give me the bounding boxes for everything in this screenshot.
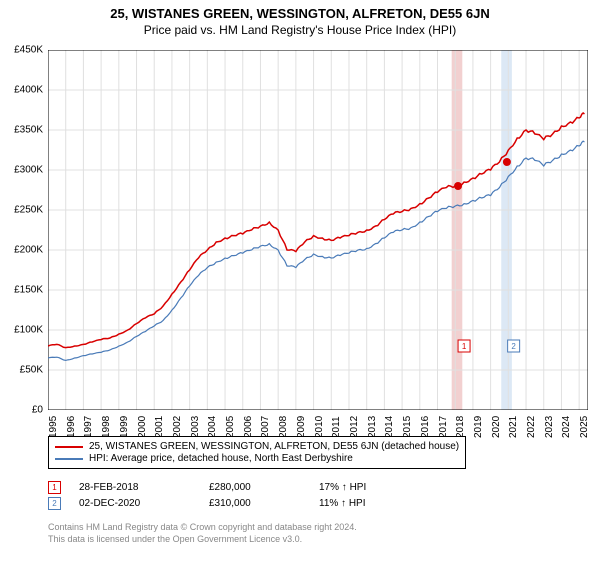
legend-label: HPI: Average price, detached house, Nort… <box>89 453 353 464</box>
x-axis-label: 2003 <box>190 416 201 438</box>
chart-title: 25, WISTANES GREEN, WESSINGTON, ALFRETON… <box>0 6 600 21</box>
x-axis-label: 2015 <box>402 416 413 438</box>
marker-pct: 17% ↑ HPI <box>319 482 366 493</box>
chart-subtitle: Price paid vs. HM Land Registry's House … <box>0 23 600 37</box>
y-axis-label: £150K <box>14 285 43 296</box>
chart-plot-area: 12 £0£50K£100K£150K£200K£250K£300K£350K£… <box>48 50 588 410</box>
x-axis-label: 2012 <box>349 416 360 438</box>
y-axis-label: £50K <box>20 365 43 376</box>
marker-row: 2 02-DEC-2020£310,00011% ↑ HPI <box>48 497 366 510</box>
legend-label: 25, WISTANES GREEN, WESSINGTON, ALFRETON… <box>89 441 459 452</box>
legend-swatch <box>55 458 83 460</box>
x-axis-label: 1998 <box>101 416 112 438</box>
marker-row: 1 28-FEB-2018£280,00017% ↑ HPI <box>48 481 366 494</box>
x-axis-label: 2010 <box>314 416 325 438</box>
x-axis-label: 2000 <box>137 416 148 438</box>
x-axis-label: 1999 <box>119 416 130 438</box>
x-axis-label: 1995 <box>48 416 59 438</box>
y-axis-label: £300K <box>14 165 43 176</box>
marker-price: £310,000 <box>209 498 319 509</box>
x-axis-label: 2007 <box>260 416 271 438</box>
footer-line1: Contains HM Land Registry data © Crown c… <box>48 522 357 534</box>
marker-number-box: 2 <box>48 497 61 510</box>
y-axis-label: £200K <box>14 245 43 256</box>
x-axis-label: 1997 <box>83 416 94 438</box>
x-axis-label: 2020 <box>491 416 502 438</box>
x-axis-label: 1996 <box>66 416 77 438</box>
marker-number-box: 1 <box>48 481 61 494</box>
y-axis-label: £0 <box>32 405 43 416</box>
x-axis-label: 2018 <box>455 416 466 438</box>
x-axis-label: 2024 <box>561 416 572 438</box>
x-axis-label: 2004 <box>207 416 218 438</box>
x-axis-label: 2025 <box>579 416 590 438</box>
svg-text:2: 2 <box>511 342 516 351</box>
x-axis-label: 2001 <box>154 416 165 438</box>
y-axis-label: £400K <box>14 85 43 96</box>
x-axis-label: 2006 <box>243 416 254 438</box>
legend-item: 25, WISTANES GREEN, WESSINGTON, ALFRETON… <box>55 441 459 452</box>
y-axis-label: £100K <box>14 325 43 336</box>
marker-price: £280,000 <box>209 482 319 493</box>
legend-item: HPI: Average price, detached house, Nort… <box>55 453 459 464</box>
marker-pct: 11% ↑ HPI <box>319 498 366 509</box>
x-axis-label: 2013 <box>367 416 378 438</box>
line-chart-svg: 12 <box>48 50 588 410</box>
marker-date: 02-DEC-2020 <box>79 498 209 509</box>
x-axis-label: 2022 <box>526 416 537 438</box>
x-axis-label: 2019 <box>473 416 484 438</box>
legend-swatch <box>55 446 83 448</box>
x-axis-label: 2023 <box>544 416 555 438</box>
x-axis-label: 2021 <box>508 416 519 438</box>
x-axis-label: 2017 <box>438 416 449 438</box>
marker-table: 1 28-FEB-2018£280,00017% ↑ HPI 2 02-DEC-202… <box>48 478 366 513</box>
x-axis-label: 2008 <box>278 416 289 438</box>
y-axis-label: £450K <box>14 45 43 56</box>
x-axis-label: 2016 <box>420 416 431 438</box>
y-axis-label: £250K <box>14 205 43 216</box>
svg-text:1: 1 <box>462 342 467 351</box>
chart-legend: 25, WISTANES GREEN, WESSINGTON, ALFRETON… <box>48 436 466 469</box>
chart-footer: Contains HM Land Registry data © Crown c… <box>48 522 357 545</box>
marker-date: 28-FEB-2018 <box>79 482 209 493</box>
footer-line2: This data is licensed under the Open Gov… <box>48 534 357 546</box>
chart-container: 25, WISTANES GREEN, WESSINGTON, ALFRETON… <box>0 6 600 566</box>
y-axis-label: £350K <box>14 125 43 136</box>
x-axis-label: 2014 <box>384 416 395 438</box>
x-axis-label: 2011 <box>331 416 342 438</box>
x-axis-label: 2009 <box>296 416 307 438</box>
x-axis-label: 2005 <box>225 416 236 438</box>
x-axis-label: 2002 <box>172 416 183 438</box>
